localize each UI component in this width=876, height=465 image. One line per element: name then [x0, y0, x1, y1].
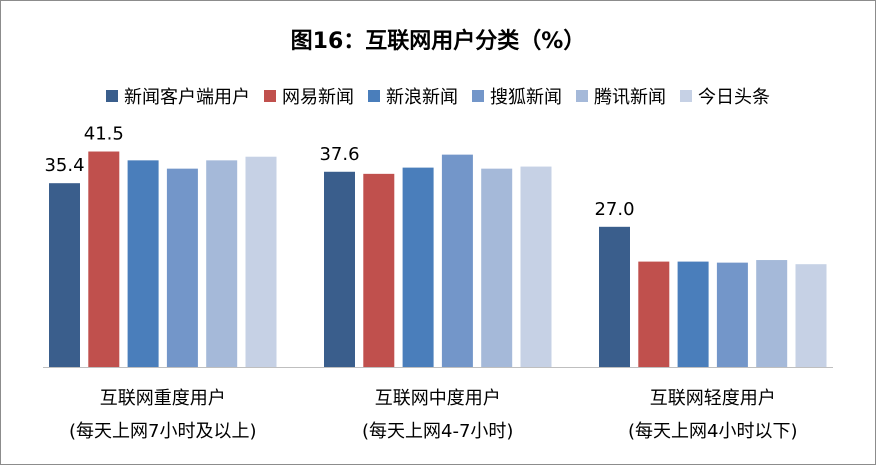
bar: [795, 264, 827, 367]
bar: [756, 260, 788, 367]
bar: [520, 166, 552, 367]
category-label: (每天上网4-7小时): [362, 421, 513, 442]
bar: [49, 183, 80, 367]
legend-item: 腾讯新闻: [576, 83, 666, 109]
legend-label: 新闻客户端用户: [124, 87, 250, 108]
bar: [206, 160, 238, 367]
legend-label: 网易新闻: [282, 87, 354, 108]
data-label: 27.0: [594, 199, 634, 220]
bar: [638, 261, 670, 367]
bar: [441, 154, 473, 367]
legend-item: 新浪新闻: [368, 83, 458, 109]
legend-label: 腾讯新闻: [594, 87, 666, 108]
legend-item: 今日头条: [680, 83, 770, 109]
bar: [363, 173, 395, 367]
data-label: 35.4: [44, 155, 84, 176]
category-label: 互联网中度用户: [375, 388, 501, 409]
legend-label: 今日头条: [698, 87, 770, 108]
bar: [127, 160, 159, 367]
bar: [402, 167, 434, 367]
category-label: 互联网重度用户: [100, 388, 226, 409]
legend-swatch: [106, 90, 118, 102]
legend-label: 新浪新闻: [386, 87, 458, 108]
category-label: 互联网轻度用户: [650, 388, 776, 409]
bar: [88, 151, 120, 367]
legend-swatch: [680, 90, 692, 102]
legend-swatch: [264, 90, 276, 102]
bar: [716, 262, 748, 367]
legend-item: 网易新闻: [264, 83, 354, 109]
bar: [166, 168, 198, 367]
bar: [245, 156, 277, 367]
category-label: (每天上网7小时及以上): [69, 421, 257, 442]
legend-swatch: [368, 90, 380, 102]
legend-label: 搜狐新闻: [490, 87, 562, 108]
legend-swatch: [576, 90, 588, 102]
data-label: 37.6: [319, 144, 359, 165]
data-label: 41.5: [84, 124, 124, 145]
bar: [481, 168, 513, 367]
legend-item: 新闻客户端用户: [106, 83, 250, 109]
bar: [324, 171, 355, 367]
legend: 新闻客户端用户 网易新闻 新浪新闻 搜狐新闻 腾讯新闻 今日头条: [1, 83, 875, 109]
legend-item: 搜狐新闻: [472, 83, 562, 109]
bar: [677, 261, 709, 367]
chart-title: 图16：互联网用户分类（%）: [290, 29, 586, 54]
category-label: (每天上网4小时以下): [628, 421, 798, 442]
legend-swatch: [472, 90, 484, 102]
bar: [599, 226, 630, 367]
